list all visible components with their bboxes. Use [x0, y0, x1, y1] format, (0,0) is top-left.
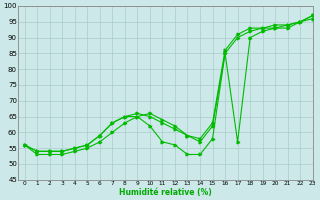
X-axis label: Humidité relative (%): Humidité relative (%) [119, 188, 212, 197]
